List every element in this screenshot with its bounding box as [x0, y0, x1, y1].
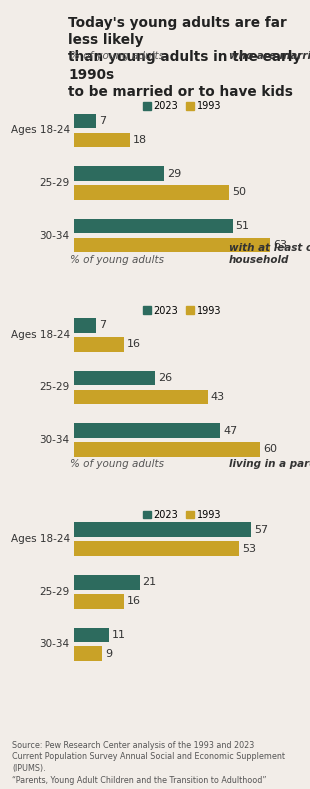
Legend: 2023, 1993: 2023, 1993 [143, 510, 221, 520]
Text: 25-29: 25-29 [39, 587, 70, 596]
Legend: 2023, 1993: 2023, 1993 [143, 101, 221, 111]
Text: living in a parent’s home: living in a parent’s home [229, 459, 310, 469]
Text: 60: 60 [264, 444, 277, 454]
Text: 63: 63 [273, 240, 287, 250]
Text: 30-34: 30-34 [40, 639, 70, 649]
Bar [74, 337, 124, 352]
Text: 18: 18 [133, 135, 148, 145]
Legend: 2023, 1993: 2023, 1993 [143, 305, 221, 316]
Bar [74, 646, 102, 661]
Text: % of young adults: % of young adults [70, 459, 167, 469]
Text: 51: 51 [236, 221, 250, 231]
Text: 30-34: 30-34 [40, 435, 70, 445]
Text: 11: 11 [112, 630, 126, 640]
Text: 25-29: 25-29 [39, 178, 70, 188]
Text: 53: 53 [242, 544, 256, 554]
Text: 43: 43 [211, 392, 225, 402]
Text: with at least one child in the
household: with at least one child in the household [229, 243, 310, 265]
Text: 50: 50 [232, 188, 246, 197]
Text: Ages 18-24: Ages 18-24 [11, 534, 70, 544]
Text: 9: 9 [105, 649, 113, 659]
Bar [74, 318, 96, 333]
Text: 30-34: 30-34 [40, 230, 70, 241]
Bar [74, 371, 155, 385]
Text: 7: 7 [99, 116, 106, 126]
Text: 16: 16 [127, 596, 141, 606]
Bar [74, 166, 164, 181]
Bar [74, 114, 96, 129]
Bar [74, 237, 270, 252]
Bar [74, 442, 260, 457]
Bar [74, 575, 140, 589]
Text: 25-29: 25-29 [39, 383, 70, 392]
Bar [74, 133, 130, 148]
Text: Today's young adults are far less likely
than young adults in the early 1990s
to: Today's young adults are far less likely… [68, 16, 301, 99]
Text: 57: 57 [254, 525, 268, 535]
Bar [74, 627, 108, 642]
Text: who are married: who are married [229, 50, 310, 61]
Text: 7: 7 [99, 320, 106, 331]
Bar [74, 541, 239, 556]
Text: Ages 18-24: Ages 18-24 [11, 330, 70, 340]
Text: % of young adults: % of young adults [70, 50, 167, 61]
Text: 16: 16 [127, 339, 141, 350]
Bar [74, 390, 208, 404]
Text: % of young adults: % of young adults [70, 255, 167, 265]
Bar [74, 522, 251, 537]
Bar [74, 423, 220, 438]
Text: 21: 21 [143, 578, 157, 587]
Bar [74, 594, 124, 608]
Text: 47: 47 [223, 425, 237, 436]
Bar [74, 219, 232, 234]
Text: Source: Pew Research Center analysis of the 1993 and 2023
Current Population Sur: Source: Pew Research Center analysis of … [12, 741, 286, 785]
Text: Ages 18-24: Ages 18-24 [11, 125, 70, 136]
Text: 26: 26 [158, 373, 172, 383]
Text: 29: 29 [167, 169, 182, 178]
Bar [74, 185, 229, 200]
